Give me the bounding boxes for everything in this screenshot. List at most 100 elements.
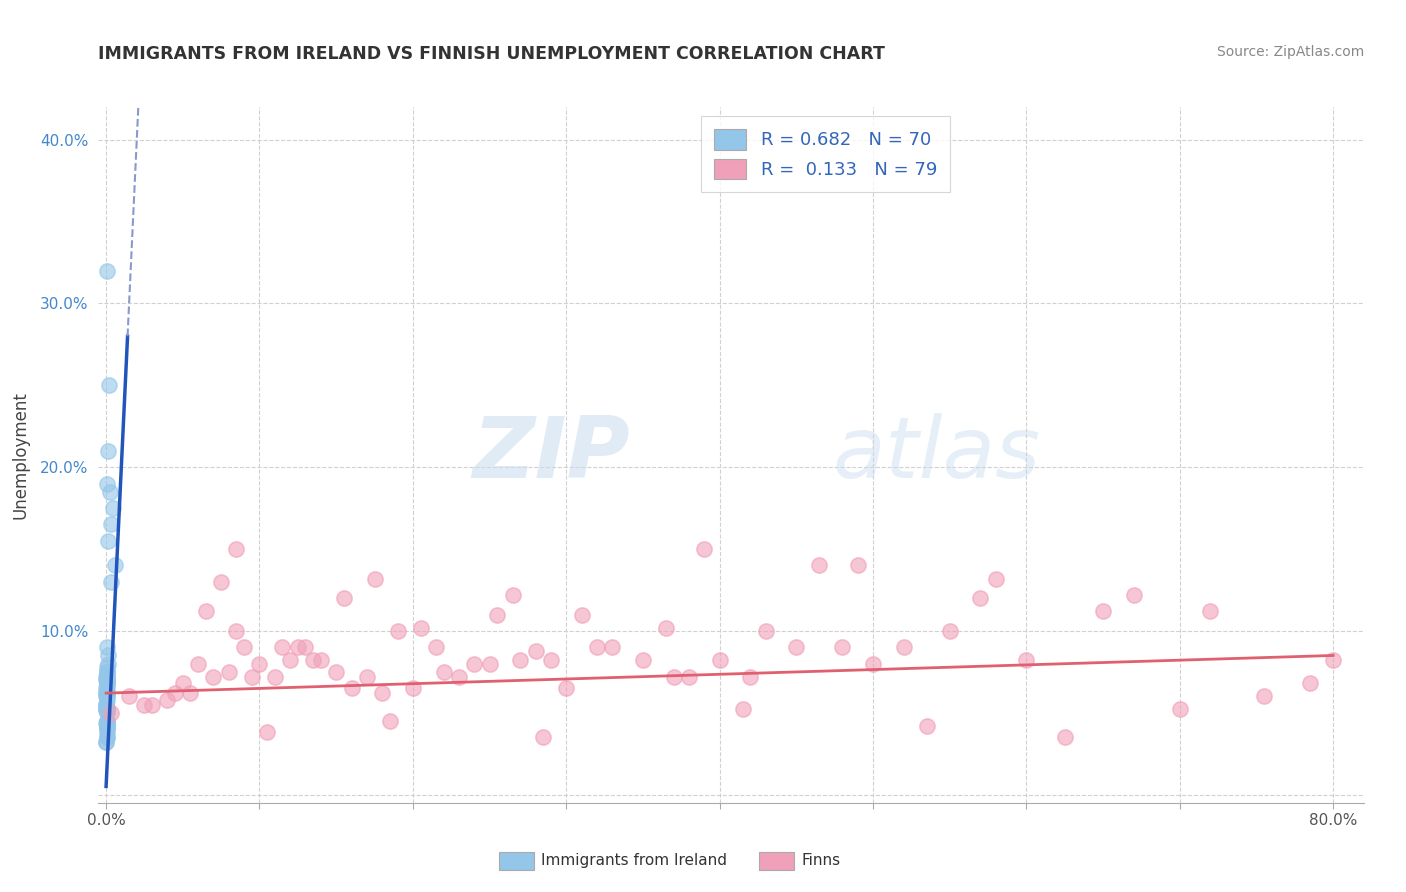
Point bbox=[96, 264, 118, 278]
Point bbox=[96, 698, 118, 712]
Text: Source: ZipAtlas.com: Source: ZipAtlas.com bbox=[1216, 45, 1364, 59]
Point bbox=[1122, 588, 1144, 602]
Point bbox=[309, 653, 332, 667]
Point bbox=[96, 702, 118, 716]
Point bbox=[502, 588, 524, 602]
Point bbox=[478, 657, 501, 671]
Point bbox=[96, 725, 118, 739]
Point bbox=[100, 574, 122, 589]
Point bbox=[96, 698, 118, 712]
Point bbox=[97, 648, 120, 663]
Point bbox=[271, 640, 294, 655]
Point bbox=[402, 681, 425, 696]
Text: Finns: Finns bbox=[801, 854, 841, 868]
Point bbox=[709, 653, 731, 667]
Point bbox=[356, 670, 378, 684]
Point bbox=[96, 715, 118, 730]
Point bbox=[96, 735, 118, 749]
Point bbox=[96, 702, 118, 716]
Point bbox=[678, 670, 700, 684]
Point bbox=[225, 542, 247, 557]
Point bbox=[808, 558, 831, 573]
Point bbox=[96, 702, 118, 716]
Point bbox=[96, 686, 118, 700]
Point bbox=[555, 681, 578, 696]
Point bbox=[846, 558, 869, 573]
Point bbox=[425, 640, 447, 655]
Point bbox=[96, 719, 118, 733]
Point bbox=[96, 665, 118, 679]
Point bbox=[96, 670, 118, 684]
Point bbox=[100, 517, 122, 532]
Point bbox=[785, 640, 807, 655]
Point bbox=[333, 591, 356, 606]
Point bbox=[831, 640, 853, 655]
Point bbox=[100, 706, 122, 720]
Point bbox=[233, 640, 256, 655]
Point bbox=[447, 670, 470, 684]
Point bbox=[1168, 702, 1191, 716]
Text: atlas: atlas bbox=[832, 413, 1040, 497]
Point bbox=[96, 735, 118, 749]
Point bbox=[378, 714, 401, 728]
Point bbox=[96, 702, 118, 716]
Point bbox=[96, 670, 118, 684]
Point bbox=[96, 715, 118, 730]
Point bbox=[156, 692, 179, 706]
Point bbox=[540, 653, 562, 667]
Point bbox=[387, 624, 409, 638]
Point bbox=[96, 692, 118, 706]
Point bbox=[96, 673, 118, 687]
Point bbox=[240, 670, 263, 684]
Point bbox=[600, 640, 623, 655]
Point bbox=[134, 698, 156, 712]
Point bbox=[96, 719, 118, 733]
Point bbox=[1299, 676, 1322, 690]
Point bbox=[225, 624, 247, 638]
Point bbox=[432, 665, 454, 679]
Point bbox=[96, 670, 118, 684]
Point bbox=[97, 443, 120, 458]
Point bbox=[96, 686, 118, 700]
Point bbox=[96, 731, 118, 745]
Point bbox=[98, 484, 121, 499]
Point bbox=[263, 670, 285, 684]
Point bbox=[96, 715, 118, 730]
Point bbox=[96, 702, 118, 716]
Point bbox=[96, 702, 118, 716]
Point bbox=[862, 657, 884, 671]
Point bbox=[96, 719, 118, 733]
Point bbox=[96, 714, 118, 728]
Point bbox=[662, 670, 685, 684]
Point bbox=[96, 690, 118, 704]
Point bbox=[1015, 653, 1038, 667]
Point bbox=[98, 378, 121, 392]
Point bbox=[218, 665, 240, 679]
Point bbox=[1322, 653, 1344, 667]
Point bbox=[693, 542, 716, 557]
Point bbox=[96, 702, 118, 716]
Point bbox=[104, 558, 127, 573]
Point bbox=[325, 665, 347, 679]
Point bbox=[96, 702, 118, 716]
Point bbox=[96, 476, 118, 491]
Point bbox=[371, 686, 394, 700]
Point bbox=[96, 681, 118, 696]
Point bbox=[202, 670, 225, 684]
Point bbox=[340, 681, 363, 696]
Point bbox=[179, 686, 201, 700]
Point bbox=[984, 572, 1007, 586]
Point bbox=[96, 706, 118, 720]
Point bbox=[96, 660, 118, 674]
Point bbox=[1253, 690, 1275, 704]
Point bbox=[96, 715, 118, 730]
Point bbox=[96, 702, 118, 716]
Point bbox=[731, 702, 754, 716]
Point bbox=[1199, 604, 1222, 618]
Point bbox=[302, 653, 325, 667]
Text: Immigrants from Ireland: Immigrants from Ireland bbox=[541, 854, 727, 868]
Point bbox=[96, 686, 118, 700]
Point bbox=[1092, 604, 1115, 618]
Point bbox=[278, 653, 301, 667]
Point bbox=[96, 731, 118, 745]
